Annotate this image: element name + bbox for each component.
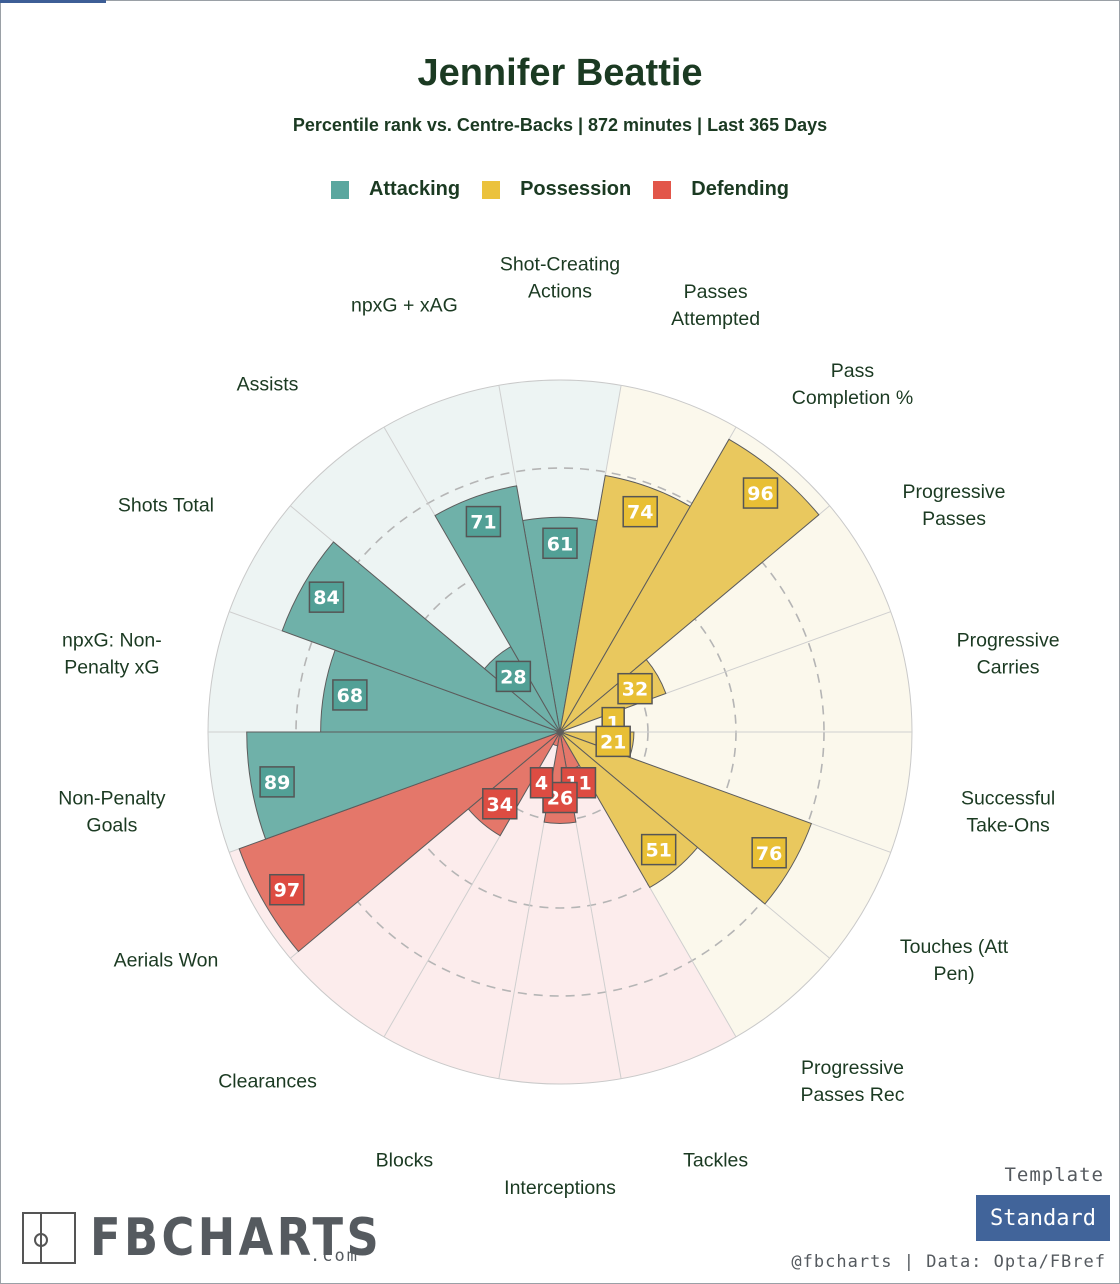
legend-item-possession: Possession [482,178,631,201]
svg-text:26: 26 [547,788,573,810]
bar-pass-completion [559,438,820,733]
category-label-passes-attempted: Passes Attempted [671,281,760,330]
value-label-touches-att-pen: 76 [751,837,787,869]
value-label-assists: 28 [495,660,532,693]
chart-subtitle: Percentile rank vs. Centre-Backs | 872 m… [292,115,828,135]
category-label-progressive-carries: Progressive Carries [957,629,1060,678]
value-label-clearances: 34 [482,788,518,820]
legend: Attacking Possession Defending [0,178,1120,201]
category-label-successful-take-ons: Successful Take-Ons [961,788,1055,837]
svg-text:28: 28 [500,666,526,688]
value-label-progressive-passes-rec: 51 [640,833,677,866]
category-labels: Shot-Creating Actions Passes Attempted Pass C… [58,254,1059,1200]
svg-text:68: 68 [337,685,363,707]
legend-swatch-possession [482,180,501,199]
template-standard-button[interactable]: Standard [976,1195,1110,1241]
category-label-non-penalty-goals: Non-Penalty Goals [58,788,166,837]
svg-text:51: 51 [645,840,671,862]
value-label-successful-take-ons: 21 [595,725,631,758]
value-label-shot-creating-actions: 61 [542,527,578,560]
svg-text:96: 96 [747,483,773,505]
value-label-npxg-non-penalty-xg: 68 [332,679,368,711]
chart-title: Jennifer Beattie [417,52,703,94]
svg-text:34: 34 [487,794,513,816]
category-label-tackles: Tackles [683,1150,748,1172]
value-label-blocks: 4 [529,766,554,799]
data-credit: @fbcharts | Data: Opta/FBref [791,1252,1106,1272]
category-label-npxg-xag: npxG + xAG [351,294,458,316]
category-label-shots-total: Shots Total [118,495,214,517]
svg-text:32: 32 [622,679,648,701]
legend-swatch-defending [653,180,672,199]
value-label-passes-attempted: 74 [622,495,658,528]
svg-text:74: 74 [627,502,653,524]
svg-text:97: 97 [274,880,300,902]
svg-text:84: 84 [313,587,339,609]
value-label-non-penalty-goals: 89 [259,766,295,798]
category-label-interceptions: Interceptions [504,1177,616,1199]
bar-non-penalty-goals [246,731,561,840]
category-label-touches-att-pen: Touches (Att Pen) [900,936,1009,985]
value-label-shots-total: 84 [308,581,345,613]
svg-text:4: 4 [535,773,548,795]
template-label: Template [1004,1164,1104,1186]
category-label-pass-completion: Pass Completion % [792,360,913,409]
category-label-blocks: Blocks [376,1150,434,1172]
svg-text:21: 21 [600,731,626,753]
value-label-npxg-xag: 71 [465,505,502,538]
value-label-pass-completion: 96 [742,477,779,509]
category-label-assists: Assists [237,373,299,395]
legend-label-defending: Defending [691,178,790,200]
category-label-clearances: Clearances [218,1071,317,1093]
legend-item-defending: Defending [653,178,789,201]
background-wedge-assists [290,427,560,732]
svg-text:71: 71 [470,512,496,534]
category-label-shot-creating-actions: Shot-Creating Actions [500,254,620,303]
bar-shots-total [281,541,561,733]
bar-aerials-won [238,731,561,953]
legend-swatch-attacking [330,180,349,199]
category-label-progressive-passes: Progressive Passes [903,481,1006,530]
value-label-aerials-won: 97 [269,873,305,906]
bar-touches-att-pen [559,731,813,905]
svg-text:61: 61 [547,533,573,555]
legend-label-attacking: Attacking [368,178,461,200]
category-label-npxg-non-penalty-xg: npxG: Non-Penalty xG [62,629,162,678]
category-label-progressive-passes-rec: Progressive Passes Rec [800,1057,904,1106]
legend-label-possession: Possession [520,178,632,200]
logo-text: FBCHARTS [90,1208,383,1268]
corner-tab [0,0,106,3]
category-label-aerials-won: Aerials Won [114,950,219,972]
background-wedge-successful-take-ons [560,732,912,853]
pitch-icon [22,1212,76,1264]
svg-text:89: 89 [264,772,290,794]
svg-text:76: 76 [756,843,782,865]
fbcharts-logo: FBCHARTS .com [22,1208,430,1268]
legend-item-attacking: Attacking [330,178,461,201]
value-label-progressive-passes: 32 [617,672,653,705]
logo-suffix: .com [310,1246,359,1266]
background-wedge-tackles [560,732,736,1079]
